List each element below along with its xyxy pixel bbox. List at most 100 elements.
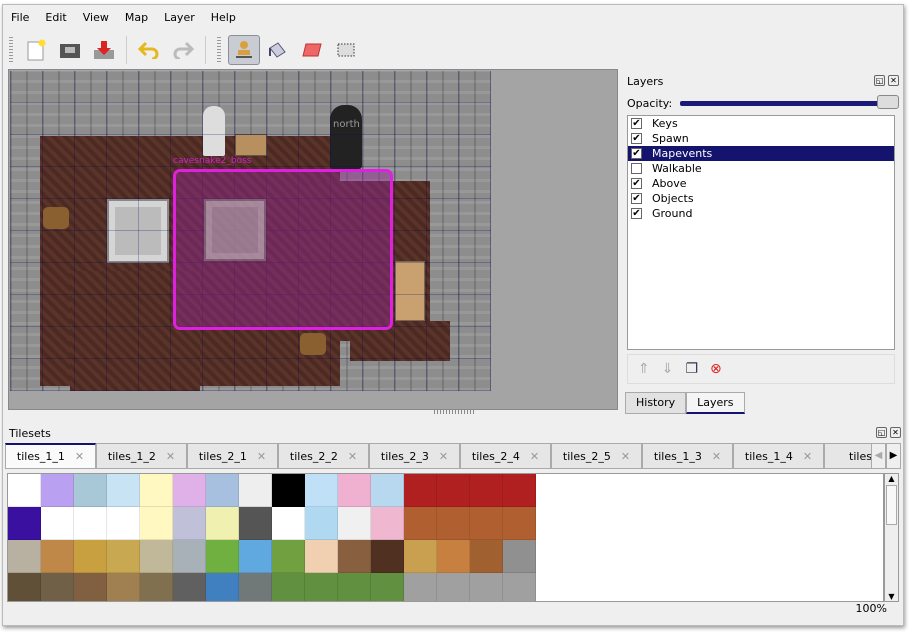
rect-select-icon[interactable] xyxy=(330,35,362,65)
tab-tiles_1[interactable]: tiles_1_ xyxy=(824,443,871,469)
tile[interactable] xyxy=(239,573,272,601)
menu-view[interactable]: View xyxy=(82,11,109,24)
tile[interactable] xyxy=(338,507,371,540)
close-tab-icon[interactable]: ✕ xyxy=(74,450,85,463)
layer-row-mapevents[interactable]: ✔ Mapevents xyxy=(628,146,894,161)
tile[interactable] xyxy=(404,474,437,507)
tile[interactable] xyxy=(74,573,107,601)
tile[interactable] xyxy=(404,507,437,540)
tab-layers[interactable]: Layers xyxy=(686,392,745,414)
map-canvas[interactable]: north cavesnake2_boss xyxy=(8,69,618,414)
tile[interactable] xyxy=(470,474,503,507)
tab-scroll-right[interactable]: ▶ xyxy=(886,443,901,469)
layer-row-objects[interactable]: ✔ Objects xyxy=(628,191,894,206)
tile[interactable] xyxy=(107,507,140,540)
tile[interactable] xyxy=(140,540,173,573)
tile[interactable] xyxy=(173,540,206,573)
tile[interactable] xyxy=(272,540,305,573)
visibility-checkbox[interactable] xyxy=(631,163,642,174)
toolbar-grip[interactable] xyxy=(9,37,13,63)
visibility-checkbox[interactable]: ✔ xyxy=(631,118,642,129)
toolbar-grip[interactable] xyxy=(217,37,221,63)
tile[interactable] xyxy=(107,573,140,601)
tile[interactable] xyxy=(404,573,437,601)
layer-row-above[interactable]: ✔ Above xyxy=(628,176,894,191)
tile[interactable] xyxy=(107,474,140,507)
tile[interactable] xyxy=(173,507,206,540)
tile[interactable] xyxy=(470,540,503,573)
tab-tiles_2_3[interactable]: tiles_2_3 ✕ xyxy=(369,443,460,469)
tile[interactable] xyxy=(107,540,140,573)
redo-icon[interactable] xyxy=(167,35,199,65)
tile[interactable] xyxy=(206,474,239,507)
tile[interactable] xyxy=(338,474,371,507)
tile[interactable] xyxy=(173,573,206,601)
tile[interactable] xyxy=(8,507,41,540)
tile-map[interactable]: north cavesnake2_boss xyxy=(10,71,491,391)
close-tab-icon[interactable]: ✕ xyxy=(529,449,540,463)
menu-file[interactable]: File xyxy=(11,11,30,24)
close-tab-icon[interactable]: ✕ xyxy=(256,449,267,463)
new-icon[interactable] xyxy=(20,35,52,65)
tile[interactable] xyxy=(41,474,74,507)
splitter-handle[interactable] xyxy=(434,410,474,414)
tile[interactable] xyxy=(503,474,536,507)
tab-tiles_1_1[interactable]: tiles_1_1 ✕ xyxy=(5,443,96,469)
opacity-slider[interactable] xyxy=(680,95,899,109)
tab-tiles_2_1[interactable]: tiles_2_1 ✕ xyxy=(187,443,278,469)
close-tab-icon[interactable]: ✕ xyxy=(620,449,631,463)
undo-icon[interactable] xyxy=(133,35,165,65)
tile[interactable] xyxy=(8,474,41,507)
eraser-icon[interactable] xyxy=(296,35,328,65)
visibility-checkbox[interactable]: ✔ xyxy=(631,178,642,189)
tile[interactable] xyxy=(74,540,107,573)
tab-tiles_1_3[interactable]: tiles_1_3 ✕ xyxy=(642,443,733,469)
slider-handle[interactable] xyxy=(877,95,899,109)
tile[interactable] xyxy=(272,507,305,540)
tile[interactable] xyxy=(338,540,371,573)
tile[interactable] xyxy=(140,474,173,507)
tile[interactable] xyxy=(371,540,404,573)
tile[interactable] xyxy=(140,507,173,540)
tab-tiles_1_2[interactable]: tiles_1_2 ✕ xyxy=(96,443,187,469)
tile[interactable] xyxy=(305,507,338,540)
tile[interactable] xyxy=(437,573,470,601)
tile[interactable] xyxy=(173,474,206,507)
menu-edit[interactable]: Edit xyxy=(45,11,67,24)
tile[interactable] xyxy=(41,507,74,540)
tile[interactable] xyxy=(206,540,239,573)
tile[interactable] xyxy=(338,573,371,601)
tab-tiles_1_4[interactable]: tiles_1_4 ✕ xyxy=(733,443,824,469)
close-tab-icon[interactable]: ✕ xyxy=(165,449,176,463)
tile[interactable] xyxy=(41,540,74,573)
bucket-fill-icon[interactable] xyxy=(262,35,294,65)
close-tab-icon[interactable]: ✕ xyxy=(802,449,813,463)
tile[interactable] xyxy=(503,573,536,601)
tile[interactable] xyxy=(371,507,404,540)
close-tab-icon[interactable]: ✕ xyxy=(438,449,449,463)
layer-row-walkable[interactable]: Walkable xyxy=(628,161,894,176)
tile[interactable] xyxy=(8,540,41,573)
tile[interactable] xyxy=(74,474,107,507)
open-icon[interactable] xyxy=(54,35,86,65)
tab-tiles_2_2[interactable]: tiles_2_2 ✕ xyxy=(278,443,369,469)
save-icon[interactable] xyxy=(88,35,120,65)
visibility-checkbox[interactable]: ✔ xyxy=(631,208,642,219)
vertical-scrollbar[interactable]: ▲ ▼ xyxy=(884,473,899,602)
float-icon[interactable]: ◱ xyxy=(874,75,885,86)
tile[interactable] xyxy=(371,474,404,507)
layer-row-keys[interactable]: ✔ Keys xyxy=(628,116,894,131)
layer-row-spawn[interactable]: ✔ Spawn xyxy=(628,131,894,146)
stamp-brush-icon[interactable] xyxy=(228,35,260,65)
layer-row-ground[interactable]: ✔ Ground xyxy=(628,206,894,221)
tile[interactable] xyxy=(272,573,305,601)
tile[interactable] xyxy=(503,507,536,540)
tab-tiles_2_5[interactable]: tiles_2_5 ✕ xyxy=(551,443,642,469)
tile[interactable] xyxy=(437,540,470,573)
tile[interactable] xyxy=(140,573,173,601)
tile[interactable] xyxy=(437,474,470,507)
tile-palette[interactable] xyxy=(7,473,884,602)
scroll-thumb[interactable] xyxy=(886,485,897,525)
close-tab-icon[interactable]: ✕ xyxy=(711,449,722,463)
tile[interactable] xyxy=(503,540,536,573)
